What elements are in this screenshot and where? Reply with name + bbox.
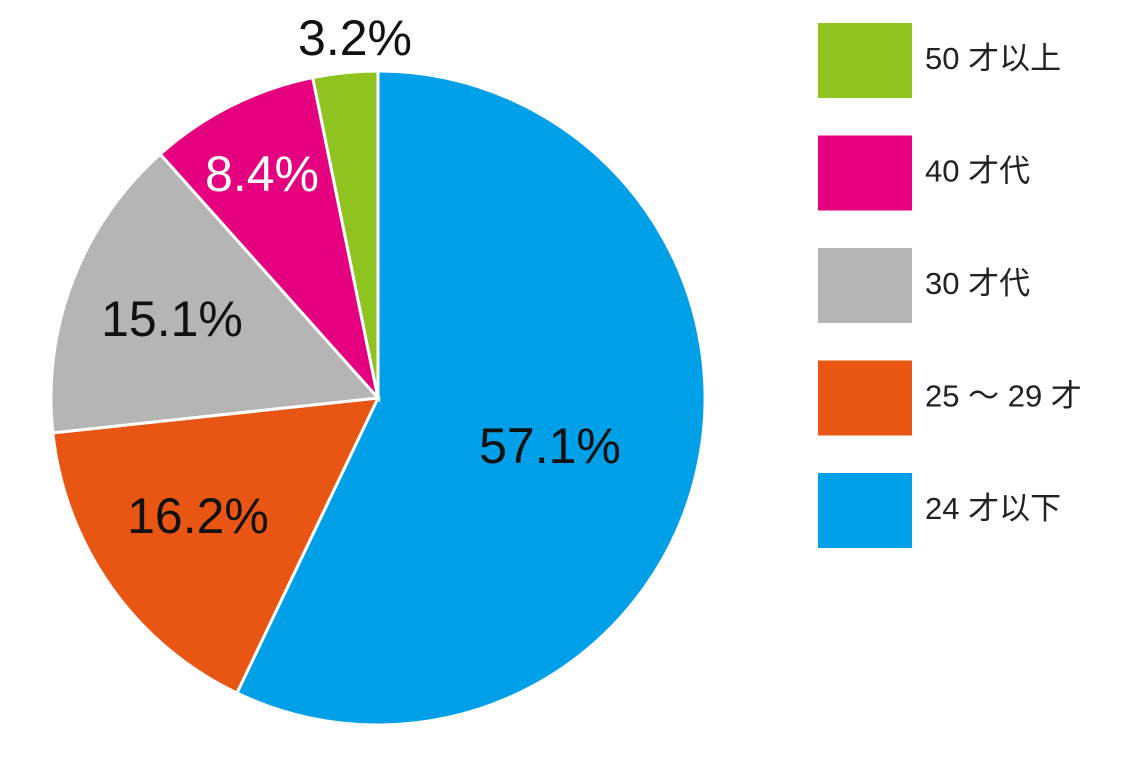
legend-label: 30 才代 bbox=[925, 266, 1030, 301]
legend-label: 24 才以下 bbox=[925, 491, 1061, 526]
data-label: 57.1% bbox=[479, 418, 621, 474]
legend-swatch bbox=[818, 473, 912, 548]
data-label: 3.2% bbox=[298, 10, 412, 66]
data-label: 8.4% bbox=[205, 146, 319, 202]
pie-slice bbox=[234, 69, 707, 727]
pie-slice bbox=[49, 151, 382, 435]
legend-swatch bbox=[818, 360, 912, 436]
legend-swatch bbox=[818, 23, 912, 98]
legend-swatch bbox=[818, 135, 912, 211]
legend-label: 50 才以上 bbox=[925, 41, 1061, 76]
legend-label: 25 ～ 29 才 bbox=[925, 379, 1082, 414]
legend-label: 40 才代 bbox=[925, 154, 1030, 189]
data-label: 15.1% bbox=[101, 291, 243, 347]
data-label: 16.2% bbox=[127, 488, 269, 544]
pie-slice bbox=[51, 396, 381, 695]
pie-slice bbox=[158, 75, 381, 404]
legend-swatch bbox=[818, 248, 912, 323]
pie-slice bbox=[310, 69, 380, 399]
